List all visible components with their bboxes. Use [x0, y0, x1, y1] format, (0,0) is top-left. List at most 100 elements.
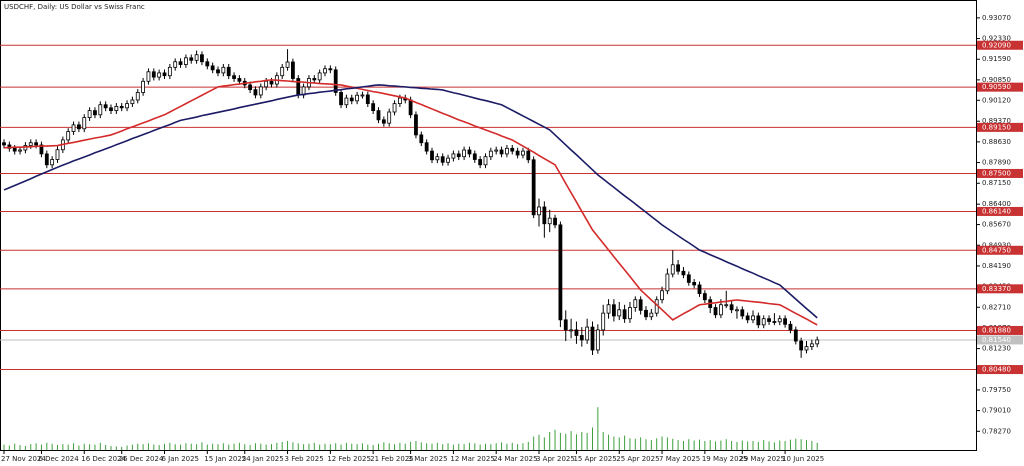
moving-average	[3, 84, 818, 319]
candle-body	[98, 104, 103, 116]
candle-body	[114, 106, 119, 112]
candle-body	[141, 80, 146, 93]
candle-body	[355, 94, 360, 102]
candle-body	[119, 106, 124, 109]
candle-body	[467, 149, 472, 155]
level-label-box	[977, 325, 1023, 335]
candle-body	[788, 323, 793, 331]
level-label: 0.86140	[982, 207, 1011, 215]
candle-body	[178, 61, 183, 65]
candle-body	[371, 103, 376, 112]
candle-body	[210, 65, 215, 71]
candle-body	[638, 299, 643, 311]
candle-body	[745, 315, 750, 321]
candle-body	[381, 119, 386, 124]
candle-body	[360, 94, 365, 97]
candle-body	[553, 217, 557, 226]
level-label-box	[977, 122, 1023, 132]
candle-body	[499, 149, 504, 155]
candle-body	[595, 329, 600, 351]
x-tick-label: 19 May 2025	[702, 455, 748, 463]
level-label-box	[977, 206, 1023, 216]
x-tick-label: 15 Jan 2025	[204, 455, 246, 463]
candle-body	[87, 110, 92, 118]
level-label: 0.81880	[982, 326, 1011, 334]
level-label: 0.92090	[982, 41, 1011, 49]
candle-body	[66, 131, 71, 141]
candle-body	[194, 54, 199, 61]
candle-body	[531, 159, 536, 216]
candle-body	[488, 150, 493, 158]
x-tick-label: 3 Mar 2025	[408, 455, 448, 463]
x-tick-label: 12 Mar 2025	[450, 455, 494, 463]
candle-body	[542, 206, 547, 225]
candle-body	[157, 72, 162, 78]
x-tick-label: 16 Dec 2024	[81, 455, 126, 463]
y-tick-label: 0.90120	[982, 96, 1011, 104]
x-tick-label: 12 Feb 2025	[327, 455, 371, 463]
candle-body	[50, 159, 55, 166]
candle-body	[772, 321, 777, 323]
chart-title: USDCHF, Daily: US Dollar vs Swiss Franc	[4, 3, 145, 11]
candle-body	[162, 72, 167, 77]
candle-body	[109, 107, 113, 112]
x-tick-label: 6 Jan 2025	[162, 455, 200, 463]
candle-body	[579, 335, 584, 341]
candle-body	[93, 110, 97, 116]
candle-body	[55, 149, 60, 160]
price-label: 0.81540	[982, 336, 1011, 344]
candle-body	[258, 86, 263, 96]
x-tick-label: 24 Mar 2025	[493, 455, 537, 463]
candle-body	[617, 309, 622, 317]
x-tick-label: 27 Nov 2024	[1, 455, 46, 463]
candle-body	[494, 149, 499, 152]
x-tick-label: 10 Jun 2025	[782, 455, 824, 463]
candle-body	[569, 329, 573, 332]
candle-body	[462, 149, 467, 158]
candle-body	[729, 304, 734, 311]
candle-body	[296, 78, 301, 96]
candle-body	[446, 157, 450, 163]
candle-body	[815, 339, 820, 345]
y-tick-label: 0.85670	[982, 221, 1011, 229]
candle-body	[692, 282, 697, 286]
price-label-box	[977, 335, 1023, 345]
level-label-box	[977, 82, 1023, 92]
candle-body	[226, 66, 231, 77]
candle-body	[173, 61, 178, 68]
x-tick-label: 6 Dec 2024	[38, 455, 79, 463]
candle-body	[387, 111, 392, 124]
x-tick-label: 3 Apr 2025	[536, 455, 575, 463]
candle-body	[77, 124, 81, 130]
candle-body	[312, 78, 317, 81]
candle-body	[264, 80, 269, 88]
candle-body	[253, 89, 258, 96]
candle-body	[451, 153, 456, 159]
x-tick-label: 7 May 2025	[659, 455, 700, 463]
candle-body	[376, 110, 381, 121]
y-tick-label: 0.79010	[982, 407, 1011, 415]
level-label-box	[977, 40, 1023, 50]
candle-body	[328, 68, 333, 71]
plot-frame	[0, 0, 977, 451]
x-tick-label: 24 Jan 2025	[242, 455, 284, 463]
candle-body	[521, 150, 525, 156]
candle-body	[606, 304, 611, 314]
candle-body	[681, 270, 686, 276]
candle-body	[756, 315, 761, 326]
candle-body	[397, 97, 402, 105]
y-tick-label: 0.93070	[982, 14, 1011, 22]
candle-body	[510, 147, 515, 152]
candle-body	[713, 307, 718, 316]
y-tick-label: 0.84930	[982, 241, 1011, 249]
candle-body	[392, 103, 397, 113]
candle-body	[526, 150, 531, 161]
y-tick-label: 0.79750	[982, 386, 1011, 394]
y-tick-label: 0.87890	[982, 159, 1011, 167]
candle-body	[125, 103, 129, 109]
y-tick-label: 0.90850	[982, 76, 1011, 84]
candle-body	[483, 156, 488, 166]
y-tick-label: 0.88630	[982, 138, 1011, 146]
candle-body	[644, 309, 648, 318]
